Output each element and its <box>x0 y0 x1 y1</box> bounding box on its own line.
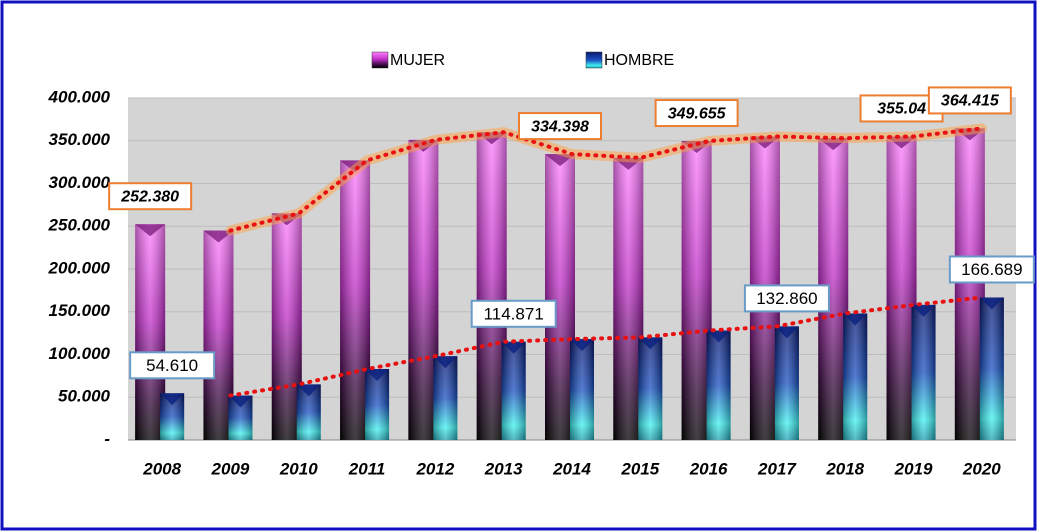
bar-cap <box>296 384 321 397</box>
x-tick-label: 2017 <box>757 459 797 478</box>
y-tick-label: 350.000 <box>49 130 111 149</box>
value-label: 54.610 <box>146 356 198 375</box>
x-tick-label: 2011 <box>348 459 386 478</box>
bar-cap <box>774 326 799 339</box>
value-label-box <box>927 86 1012 115</box>
bar-shade <box>774 326 799 440</box>
x-tick-label: 2014 <box>552 459 591 478</box>
bar-cap <box>135 224 166 237</box>
x-tick-label: 2012 <box>415 459 454 478</box>
bar-cap <box>203 230 234 243</box>
value-label: 349.655 <box>668 105 727 122</box>
trend-line <box>228 295 984 398</box>
bar-shade <box>638 337 663 440</box>
bar-cap <box>433 356 458 369</box>
bar-cap <box>160 393 185 406</box>
y-tick-label: 200.000 <box>48 258 111 277</box>
bar-cap <box>501 341 526 354</box>
y-tick-label: 150.000 <box>49 301 111 320</box>
x-tick-label: 2008 <box>142 459 181 478</box>
value-label: 364.415 <box>941 93 1000 110</box>
x-tick-label: 2013 <box>484 459 523 478</box>
value-label: 355.04 <box>877 101 926 118</box>
bar-cap <box>638 337 663 350</box>
bar-shade <box>911 304 936 440</box>
value-label-box <box>470 299 557 328</box>
y-tick-label: 100.000 <box>49 344 111 363</box>
value-label: 166.689 <box>961 260 1022 279</box>
bar-cap <box>843 313 868 326</box>
value-label-box <box>743 284 830 313</box>
bar-cap <box>228 395 253 408</box>
legend: MUJER HOMBRE <box>371 51 674 69</box>
y-tick-label: 250.000 <box>48 216 111 235</box>
y-tick-label: 400.000 <box>48 87 111 106</box>
value-label-box <box>654 99 739 128</box>
bar-shade <box>979 297 1004 440</box>
x-tick-label: 2009 <box>211 459 250 478</box>
value-label-box <box>129 351 216 380</box>
bar-shade <box>843 313 868 440</box>
value-label-box <box>108 182 193 211</box>
x-tick-label: 2019 <box>894 459 933 478</box>
bar-cap <box>911 304 936 317</box>
x-tick-label: 2018 <box>825 459 864 478</box>
bar-shade <box>706 330 731 440</box>
x-tick-label: 2015 <box>620 459 659 478</box>
bar-cap <box>706 330 731 343</box>
bar-cap <box>570 339 594 352</box>
value-label: 132.860 <box>756 289 817 308</box>
y-tick-label: - <box>104 429 110 448</box>
value-label-box <box>518 112 602 141</box>
x-tick-label: 2016 <box>689 459 728 478</box>
legend-label: HOMBRE <box>604 52 674 69</box>
bar-shade <box>501 341 526 440</box>
x-tick-label: 2020 <box>962 459 1001 478</box>
y-tick-label: 300.000 <box>49 173 111 192</box>
legend-swatch <box>371 51 389 69</box>
value-label: 334.398 <box>531 118 589 135</box>
value-label-box <box>948 255 1035 284</box>
value-label: 252.380 <box>120 188 179 205</box>
x-tick-label: 2010 <box>279 459 318 478</box>
legend-label: MUJER <box>390 52 445 69</box>
bar-cap <box>979 297 1004 310</box>
value-label: 114.871 <box>484 304 544 323</box>
y-tick-label: 50.000 <box>58 387 111 406</box>
bar-shade <box>433 356 458 440</box>
legend-swatch <box>585 51 603 69</box>
trend-line <box>228 126 984 233</box>
bar-cap <box>365 369 390 382</box>
bar-shade <box>570 339 594 440</box>
